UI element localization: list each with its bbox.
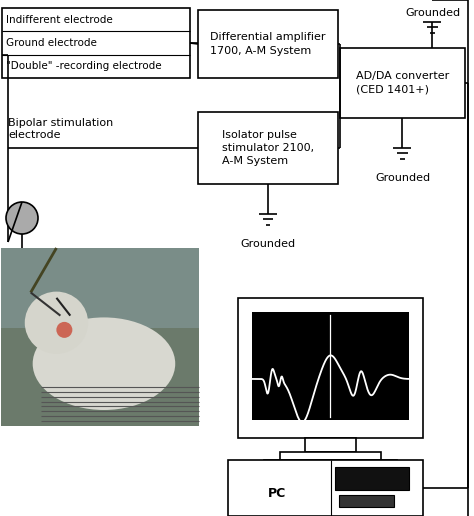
Bar [340, 48, 465, 118]
Bar [238, 298, 423, 438]
Bar [305, 438, 356, 452]
Bar [198, 112, 338, 184]
Ellipse shape [25, 292, 88, 354]
Bar [280, 452, 382, 460]
Bar [264, 460, 397, 469]
Text: PC: PC [268, 487, 286, 500]
Text: Indifferent electrode: Indifferent electrode [6, 14, 113, 25]
Text: Grounded: Grounded [240, 239, 296, 249]
Bar [228, 460, 423, 516]
Ellipse shape [33, 317, 175, 410]
Text: Differential amplifier
1700, A-M System: Differential amplifier 1700, A-M System [210, 33, 326, 56]
Bar [335, 466, 410, 490]
Bar [2, 8, 190, 78]
Text: AD/DA converter
(CED 1401+): AD/DA converter (CED 1401+) [356, 71, 449, 94]
Circle shape [6, 202, 38, 234]
Bar [1, 248, 199, 426]
Bar [198, 10, 338, 78]
Text: "Double" -recording electrode: "Double" -recording electrode [6, 61, 162, 71]
Bar [339, 495, 394, 507]
Text: Grounded: Grounded [405, 8, 460, 18]
Circle shape [56, 322, 73, 338]
Bar [1, 248, 199, 328]
Text: Grounded: Grounded [375, 173, 430, 183]
Text: Ground electrode: Ground electrode [6, 38, 97, 48]
Bar [252, 312, 409, 420]
Text: Isolator pulse
stimulator 2100,
A-M System: Isolator pulse stimulator 2100, A-M Syst… [222, 130, 314, 166]
Text: Bipolar stimulation
electrode: Bipolar stimulation electrode [8, 118, 113, 140]
